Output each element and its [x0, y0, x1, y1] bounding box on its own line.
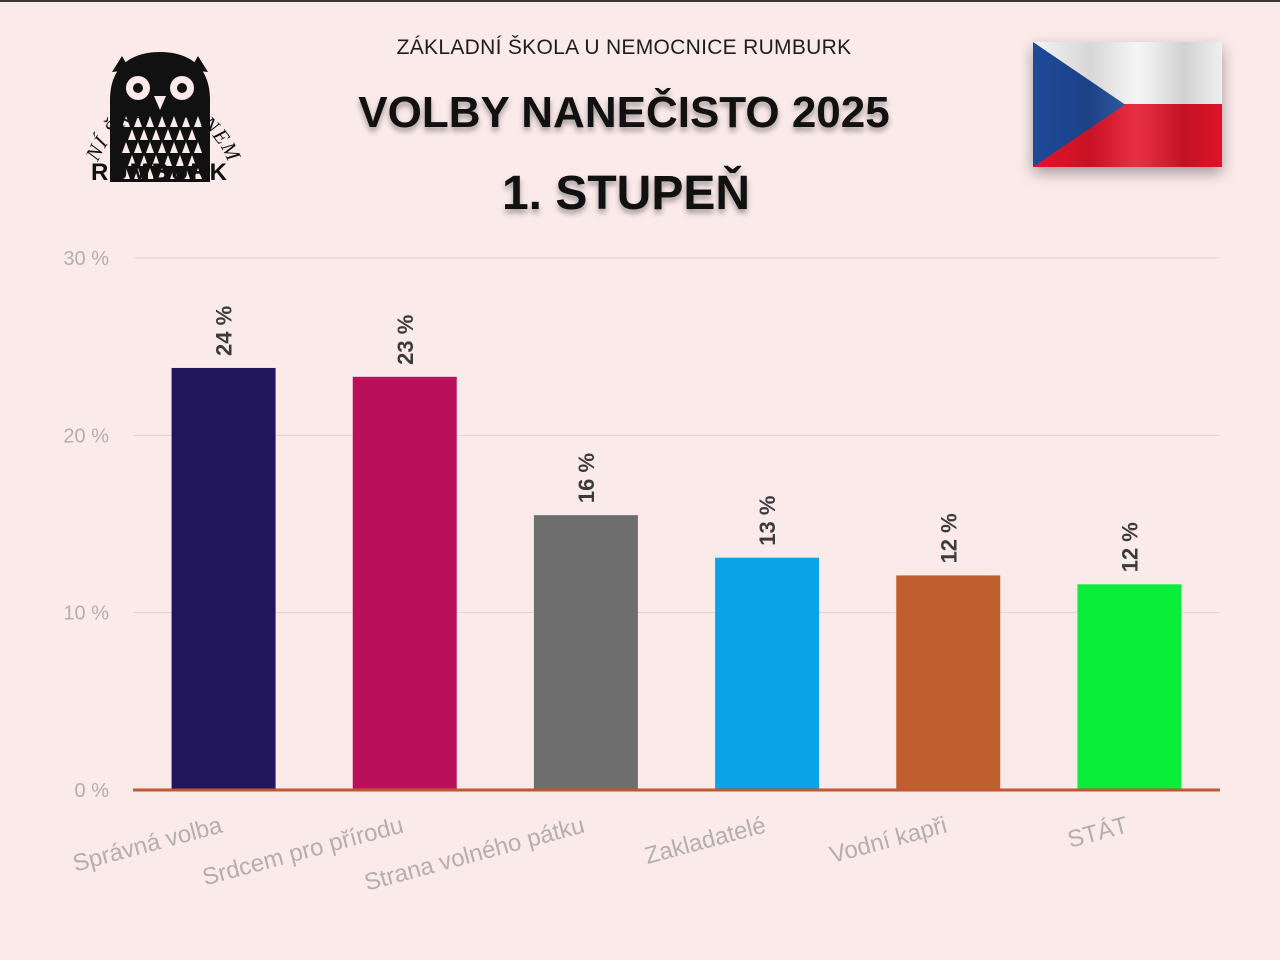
y-tick-label: 30 %: [63, 248, 109, 270]
logo-rumburk-text: RUMBURK: [91, 159, 229, 186]
page-subtitle: 1. STUPEŇ: [501, 167, 751, 220]
bar: [352, 376, 457, 790]
bar: [715, 557, 820, 790]
category-label: STÁT: [1065, 812, 1132, 854]
bar-value-label: 23 %: [393, 315, 418, 365]
top-border: [0, 0, 1280, 2]
category-label: Vodní kapři: [827, 812, 950, 869]
school-name: ZÁKLADNÍ ŠKOLA U NEMOCNICE RUMBURK: [396, 36, 852, 59]
y-tick-label: 0 %: [75, 780, 110, 802]
bar: [533, 515, 638, 790]
flag-shading: [1033, 42, 1222, 167]
bar: [171, 367, 276, 790]
y-tick-label: 20 %: [63, 425, 109, 447]
bar-value-label: 16 %: [574, 453, 599, 503]
czech-flag-icon: [1033, 42, 1222, 167]
bar-value-label: 12 %: [936, 513, 961, 563]
owl-logo-icon: [110, 52, 210, 182]
bar-value-label: 13 %: [755, 496, 780, 546]
bar: [1077, 584, 1182, 790]
bar-value-label: 12 %: [1117, 522, 1142, 572]
y-tick-label: 10 %: [63, 603, 109, 625]
school-logo: ZÁKLADNÍ ŠKOLA U NEMOCNICE RUMBURK: [50, 12, 245, 186]
bar-value-label: 24 %: [212, 306, 237, 356]
category-label: Zakladatelé: [642, 812, 769, 870]
bar: [896, 575, 1001, 790]
page-title: VOLBY NANEČISTO 2025: [358, 88, 890, 137]
